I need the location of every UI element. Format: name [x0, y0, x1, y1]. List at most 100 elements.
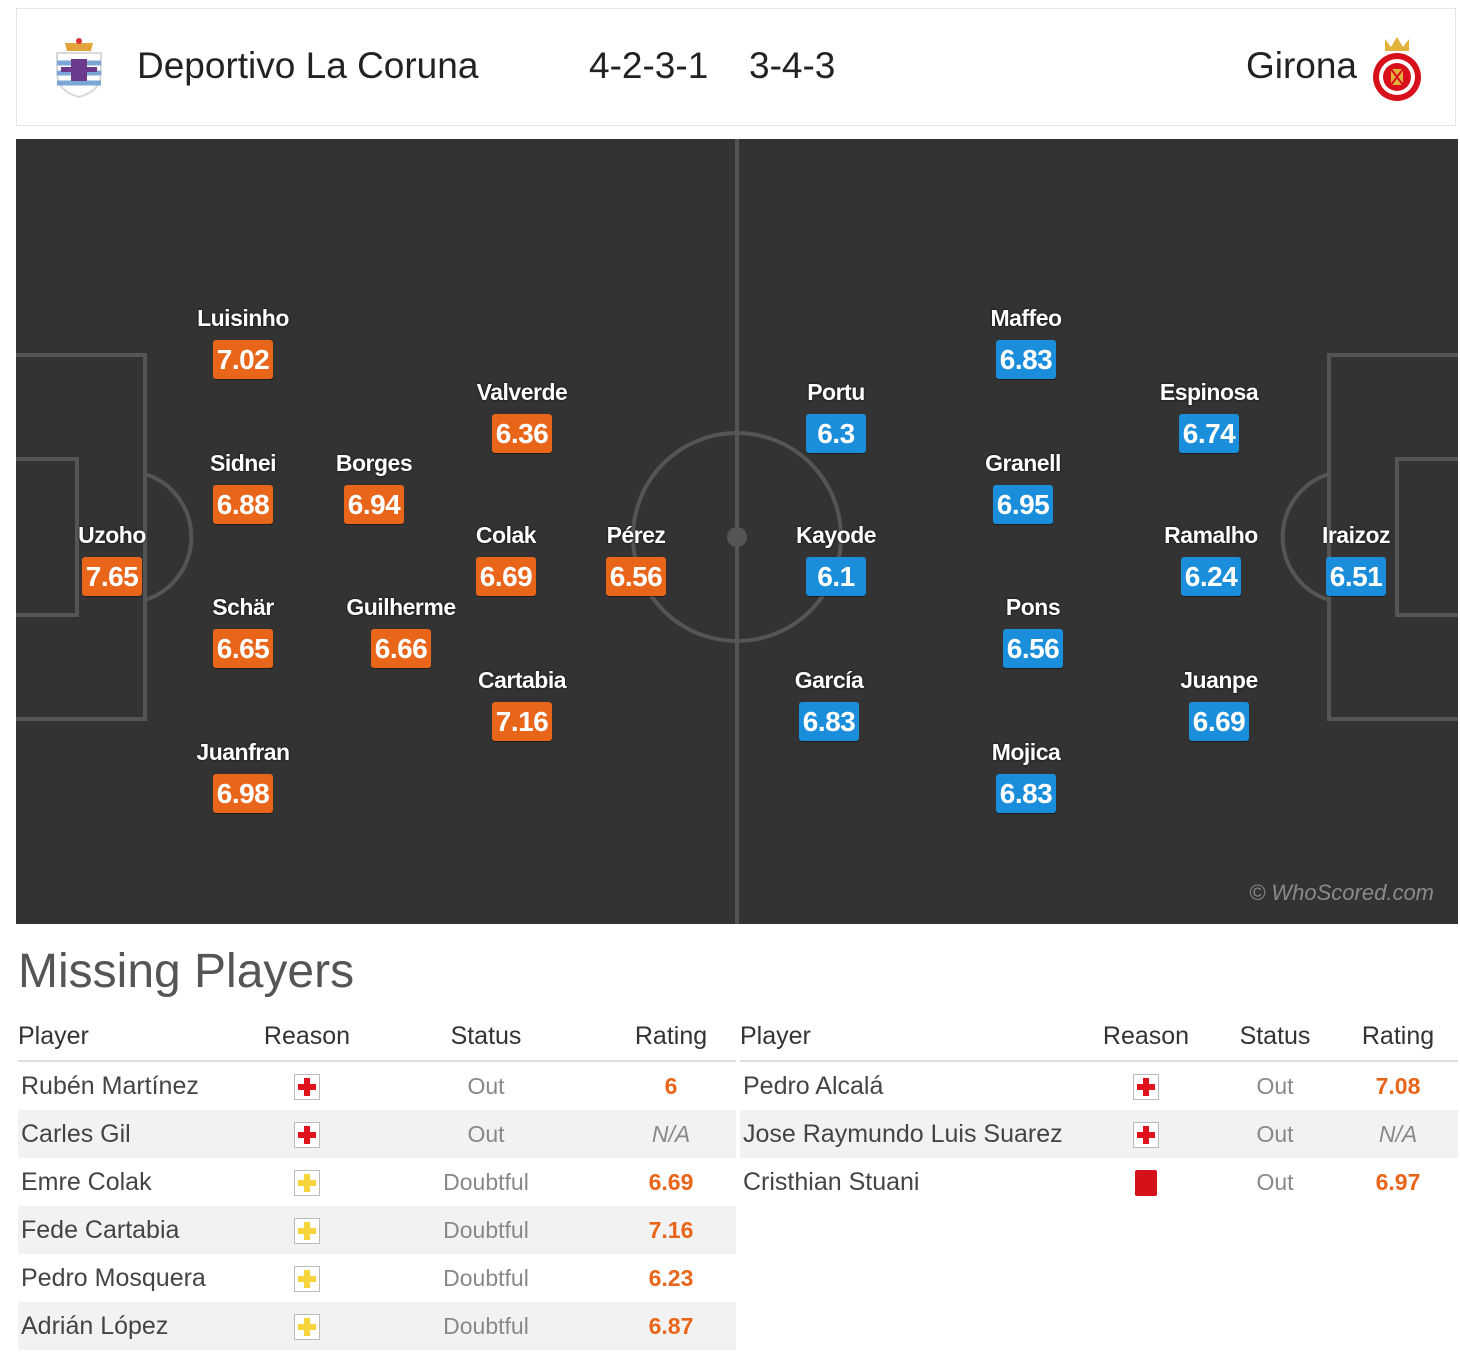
home-formation: 4-2-3-1	[589, 45, 709, 86]
player-rating: 6.74	[1178, 414, 1240, 453]
home-player[interactable]: Juanfran 6.98	[168, 739, 318, 813]
home-player[interactable]: Uzoho 7.65	[37, 522, 187, 596]
deportivo-crest-icon	[56, 38, 102, 99]
player-name[interactable]: Mojica	[991, 739, 1061, 765]
missing-player-name[interactable]: Cristhian Stuani	[743, 1167, 920, 1196]
player-rating: 6.95	[992, 485, 1054, 524]
red-card-icon	[1135, 1169, 1157, 1196]
player-name[interactable]: Granell	[985, 450, 1061, 476]
player-name[interactable]: Luisinho	[197, 305, 289, 331]
status-cell: Out	[366, 1110, 606, 1158]
player-rating: 6.3	[806, 414, 866, 453]
home-missing-table: Player Reason Status Rating Rubén Martín…	[18, 1012, 736, 1350]
away-player[interactable]: Maffeo 6.83	[951, 305, 1101, 379]
player-name[interactable]: Ramalho	[1164, 522, 1258, 548]
player-name[interactable]: Espinosa	[1159, 379, 1259, 405]
player-name[interactable]: Juanfran	[196, 739, 290, 765]
player-name[interactable]: Iraizoz	[1321, 522, 1391, 548]
away-player[interactable]: Mojica 6.83	[951, 739, 1101, 813]
missing-players-title: Missing Players	[18, 945, 355, 998]
reason-cell	[1080, 1158, 1212, 1206]
missing-player-name[interactable]: Rubén Martínez	[21, 1071, 199, 1100]
missing-player-name[interactable]: Pedro Mosquera	[21, 1263, 206, 1292]
col-player[interactable]: Player	[18, 1012, 248, 1062]
table-row: Fede Cartabia Doubtful 7.16	[18, 1206, 736, 1254]
match-header: Deportivo La Coruna 4-2-3-1 3-4-3 Girona	[16, 8, 1456, 126]
home-player[interactable]: Pérez 6.56	[561, 522, 711, 596]
table-row: Cristhian Stuani Out 6.97	[740, 1158, 1458, 1206]
player-name[interactable]: Maffeo	[990, 305, 1062, 331]
table-row: Pedro Alcalá Out 7.08	[740, 1061, 1458, 1110]
home-team-name[interactable]: Deportivo La Coruna	[137, 45, 479, 86]
col-rating[interactable]: Rating	[606, 1012, 736, 1062]
table-row: Emre Colak Doubtful 6.69	[18, 1158, 736, 1206]
status-cell: Doubtful	[366, 1302, 606, 1350]
player-name[interactable]: Portu	[807, 379, 865, 405]
col-reason[interactable]: Reason	[248, 1012, 366, 1062]
home-player[interactable]: Schär 6.65	[168, 594, 318, 668]
player-name[interactable]: Kayode	[795, 522, 877, 548]
girona-crest-icon	[1373, 37, 1421, 101]
away-player[interactable]: Kayode 6.1	[761, 522, 911, 596]
rating-cell: 6.23	[648, 1264, 694, 1291]
away-player[interactable]: Pons 6.56	[958, 594, 1108, 668]
missing-player-name[interactable]: Adrián López	[18, 1302, 248, 1350]
player-name[interactable]: Borges	[335, 450, 413, 476]
doubtful-icon	[294, 1217, 320, 1244]
player-name[interactable]: Juanpe	[1180, 667, 1258, 693]
rating-cell: N/A	[606, 1110, 736, 1158]
player-name[interactable]: Cartabia	[477, 667, 567, 693]
player-rating: 7.02	[212, 340, 274, 379]
home-player[interactable]: Sidnei 6.88	[168, 450, 318, 524]
table-row: Pedro Mosquera Doubtful 6.23	[18, 1254, 736, 1302]
missing-player-name[interactable]: Pedro Alcalá	[743, 1071, 884, 1100]
col-reason[interactable]: Reason	[1080, 1012, 1212, 1062]
player-name[interactable]: García	[794, 667, 864, 693]
home-player[interactable]: Borges 6.94	[299, 450, 449, 524]
watermark: © WhoScored.com	[1249, 880, 1434, 905]
player-rating: 6.56	[1002, 629, 1064, 668]
col-player[interactable]: Player	[740, 1012, 1080, 1062]
away-player[interactable]: Iraizoz 6.51	[1281, 522, 1431, 596]
away-player[interactable]: García 6.83	[754, 667, 904, 741]
col-status[interactable]: Status	[366, 1012, 606, 1062]
home-player[interactable]: Valverde 6.36	[447, 379, 597, 453]
injury-icon	[1133, 1073, 1159, 1100]
missing-player-name[interactable]: Carles Gil	[18, 1110, 248, 1158]
status-cell: Out	[1256, 1168, 1294, 1195]
status-cell: Out	[1212, 1110, 1338, 1158]
away-player[interactable]: Granell 6.95	[948, 450, 1098, 524]
home-player[interactable]: Colak 6.69	[431, 522, 581, 596]
player-name[interactable]: Uzoho	[78, 522, 146, 548]
player-name[interactable]: Guilherme	[346, 594, 456, 620]
away-player[interactable]: Juanpe 6.69	[1144, 667, 1294, 741]
reason-cell	[248, 1061, 366, 1110]
away-team-name[interactable]: Girona	[1245, 45, 1357, 86]
away-player[interactable]: Espinosa 6.74	[1134, 379, 1284, 453]
col-status[interactable]: Status	[1212, 1012, 1338, 1062]
player-name[interactable]: Valverde	[476, 379, 568, 405]
player-rating: 6.66	[370, 629, 432, 668]
missing-player-name[interactable]: Jose Raymundo Luis Suarez	[740, 1110, 1080, 1158]
missing-player-name[interactable]: Emre Colak	[21, 1167, 152, 1196]
player-name[interactable]: Colak	[475, 522, 537, 548]
home-player[interactable]: Guilherme 6.66	[326, 594, 476, 668]
injury-icon	[294, 1121, 320, 1148]
player-name[interactable]: Pons	[1005, 594, 1061, 620]
missing-player-name[interactable]: Fede Cartabia	[18, 1206, 248, 1254]
rating-cell: N/A	[1338, 1110, 1458, 1158]
reason-cell	[248, 1158, 366, 1206]
status-cell: Out	[467, 1072, 505, 1099]
player-name[interactable]: Sidnei	[209, 450, 277, 476]
away-player[interactable]: Portu 6.3	[761, 379, 911, 453]
table-row: Adrián López Doubtful 6.87	[18, 1302, 736, 1350]
pitch-lines	[16, 139, 1458, 924]
reason-cell	[1080, 1110, 1212, 1158]
away-missing-table: Player Reason Status Rating Pedro Alcalá…	[740, 1012, 1458, 1206]
home-player[interactable]: Cartabia 7.16	[447, 667, 597, 741]
col-rating[interactable]: Rating	[1338, 1012, 1458, 1062]
home-player[interactable]: Luisinho 7.02	[168, 305, 318, 379]
away-player[interactable]: Ramalho 6.24	[1136, 522, 1286, 596]
player-name[interactable]: Pérez	[606, 522, 666, 548]
player-name[interactable]: Schär	[212, 594, 274, 620]
